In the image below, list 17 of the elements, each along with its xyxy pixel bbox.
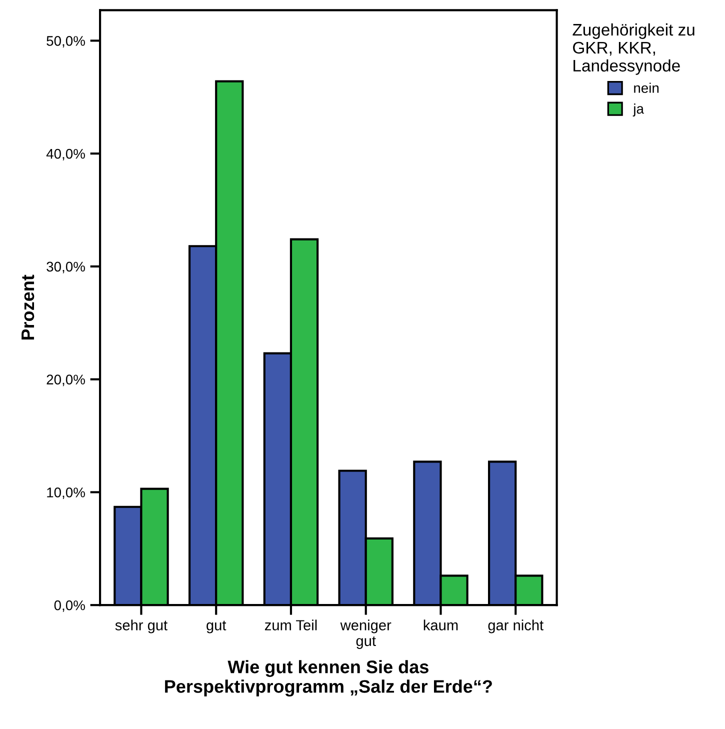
- x-axis-title: Wie gut kennen Sie das Perspektivprogramm „Salz der Erde“?: [165, 660, 492, 697]
- y-axis-title: Prozent: [22, 274, 34, 340]
- x-tick-label: kaum: [424, 620, 458, 630]
- y-tick-label: 20,0%: [46, 374, 85, 386]
- y-tick-label: 0,0%: [54, 600, 85, 612]
- legend-title: Zugehörigkeit zu GKR, KKR, Landessynode: [572, 23, 694, 75]
- y-tick-label: 50,0%: [46, 36, 85, 48]
- x-tick-label: sehr gut: [115, 620, 168, 634]
- y-tick-label: 30,0%: [46, 262, 85, 274]
- y-tick-label: 10,0%: [47, 488, 85, 500]
- x-tick-label: weniger gut: [340, 620, 392, 649]
- y-tick-label: 40,0%: [46, 148, 85, 160]
- legend-label: ja: [632, 104, 644, 116]
- x-tick-label: gut: [206, 620, 226, 634]
- x-tick-label: zum Teil: [264, 620, 317, 630]
- legend-label: nein: [634, 82, 659, 93]
- x-tick-label: gar nicht: [488, 620, 544, 634]
